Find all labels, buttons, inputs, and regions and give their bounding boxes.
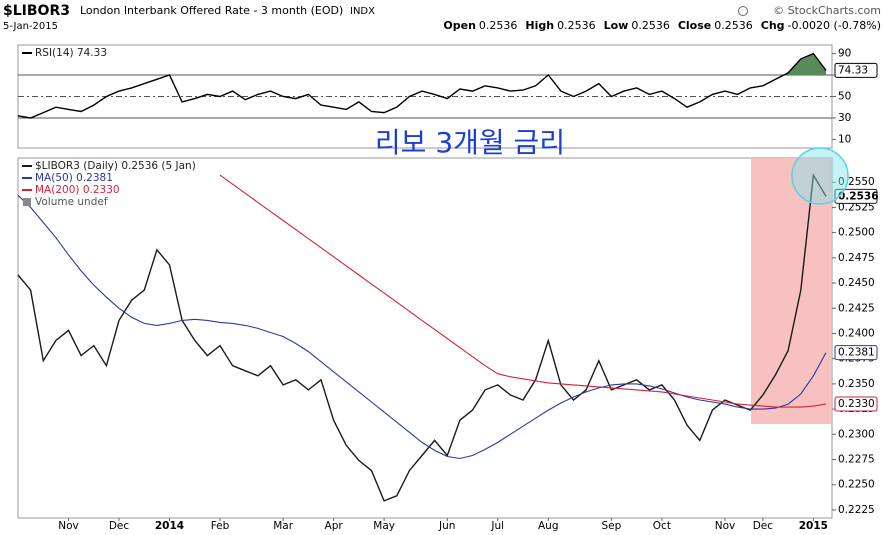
y-tick-label: 0.2400 [838, 327, 875, 339]
x-tick-label: 2015 [799, 520, 828, 532]
y-tick-label: 0.2250 [838, 479, 875, 491]
x-tick-label: Nov [715, 520, 736, 532]
y-tick-label: 90 [838, 48, 851, 60]
date: 5-Jan-2015 [3, 21, 58, 32]
quote-label: Close [678, 19, 711, 32]
x-tick-label: Dec [109, 520, 130, 532]
x-tick-label: May [373, 520, 395, 532]
quote-label: Open [443, 19, 476, 32]
y-tick-label: 0.2475 [838, 252, 875, 264]
annotation: 리보 3개월 금리 [375, 126, 565, 159]
x-tick-label: Oct [653, 520, 671, 532]
quote-value: 0.2536 [557, 19, 596, 32]
highlight-circle [791, 147, 849, 205]
last-value-box [834, 345, 878, 361]
quote-value: 0.2536 [479, 19, 518, 32]
y-tick-label: 0.2525 [838, 201, 875, 213]
y-tick-label: 50 [838, 91, 851, 103]
legend-swatch [23, 198, 31, 206]
legend-label: MA(200) 0.2330 [35, 184, 120, 196]
last-value-box [834, 188, 878, 204]
x-tick-label: Mar [273, 520, 293, 532]
x-tick-label: Jul [490, 520, 504, 532]
quote-value: 0.2536 [631, 19, 670, 32]
credit: © StockCharts.com [773, 4, 881, 17]
quote-value: -0.0020 (-0.78%) [788, 19, 881, 32]
highlight-box [751, 158, 832, 424]
last-value-label: 0.2330 [838, 398, 875, 410]
y-tick-label: 0.2225 [838, 504, 875, 516]
y-tick-label: 10 [838, 133, 851, 145]
series-line [17, 194, 827, 460]
y-tick-label: 0.2425 [838, 302, 875, 314]
legend-label: $LIBOR3 (Daily) 0.2536 (5 Jan) [35, 160, 196, 172]
x-tick-label: Aug [538, 520, 559, 532]
legend-label: RSI(14) 74.33 [35, 47, 107, 59]
x-tick-label: Jun [438, 520, 455, 532]
quote-label: High [525, 19, 554, 32]
legend-label: Volume undef [35, 196, 108, 208]
series-line [17, 172, 827, 502]
instrument-name: London Interbank Offered Rate - 3 month … [80, 4, 343, 17]
legend-label: MA(50) 0.2381 [35, 172, 113, 184]
exchange: INDX [350, 6, 375, 17]
symbol: $LIBOR3 [3, 3, 70, 19]
x-tick-label: 2014 [155, 520, 184, 532]
x-tick-label: Dec [753, 520, 774, 532]
logo [738, 6, 748, 16]
x-tick-label: Nov [58, 520, 79, 532]
x-tick-label: Sep [601, 520, 621, 532]
price-panel [17, 157, 833, 519]
quote-label: Low [604, 19, 629, 32]
quote: Open 0.2536 High 0.2536 Low 0.2536 Close 0.2536… [443, 19, 881, 32]
y-tick-label: 0.2450 [838, 277, 875, 289]
y-tick-label: 0.2300 [838, 428, 875, 440]
x-tick-label: Apr [325, 520, 344, 532]
last-value-label: 0.2381 [838, 347, 875, 359]
x-tick-label: Feb [211, 520, 230, 532]
y-tick-label: 30 [838, 112, 851, 124]
last-value-label: 0.2536 [838, 190, 879, 202]
quote-value: 0.2536 [714, 19, 753, 32]
last-value-box [834, 396, 878, 412]
last-value-label: 74.33 [838, 64, 868, 76]
last-value-box [834, 62, 878, 78]
y-tick-label: 0.2350 [838, 378, 875, 390]
y-tick-label: 0.2500 [838, 227, 875, 239]
quote-label: Chg [761, 19, 785, 32]
series-line [219, 174, 827, 408]
series-line [17, 52, 827, 119]
y-tick-label: 0.2275 [838, 454, 875, 466]
